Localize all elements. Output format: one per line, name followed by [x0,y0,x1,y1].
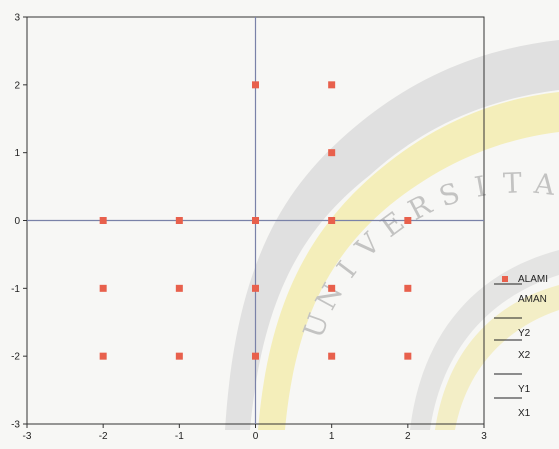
seal-letter: A [532,167,558,202]
y-tick-label: -1 [11,284,20,295]
x-tick-label: -3 [23,431,32,442]
legend-label: X1 [518,408,531,419]
legend-label: Y1 [518,384,531,395]
scatter-point [252,217,259,224]
scatter-point [404,217,412,224]
plot-area: -3 -2 -1 0 1 2 3 3 2 1 0 -1 -2 -3 [11,13,487,443]
scatter-point [328,217,336,224]
seal-letter: I [330,255,363,284]
y-tick-label: 0 [14,216,20,227]
x-tick-label: -1 [175,431,184,442]
scatter-point [328,284,336,292]
scatter-point [175,284,183,292]
scatter-point [99,352,107,360]
seal-letter: U [297,309,336,342]
scatter-point [99,217,107,224]
seal-letter: T [503,166,523,200]
seal-letter: S [435,176,464,213]
university-seal-watermark: UNIVERSITAS [225,40,559,430]
scatter-point [252,284,259,292]
scatter-point [175,217,183,224]
scatter-point [99,284,107,292]
x-tick-label: 0 [253,431,259,442]
legend-marker [502,276,508,282]
legend-label: X2 [518,350,531,361]
legend-label: ALAMI [518,274,548,285]
scatter-point [328,81,336,89]
scatter-point [328,352,336,360]
legend-label: AMAN [518,294,547,305]
y-tick-label: -3 [11,420,20,431]
x-tick-label: 3 [481,431,487,442]
legend-label: Y2 [518,328,531,339]
legend: ALAMI AMAN Y2 X2 Y1 X1 [494,274,548,419]
y-tick-label: 2 [14,80,20,91]
seal-outer-band [225,40,559,430]
x-tick-label: 1 [329,431,335,442]
scatter-point [328,149,336,157]
y-tick-label: 1 [14,148,20,159]
seal-inner-ring-yellow [435,285,559,430]
y-tick-label: 3 [14,13,20,24]
scatter-point [404,284,412,292]
scatter-point [404,352,412,360]
x-tick-label: -2 [99,431,108,442]
seal-letter: I [472,169,489,203]
seal-yellow-band [258,92,559,430]
y-tick-label: -2 [11,352,20,363]
x-tick-label: 2 [405,431,411,442]
scatter-point [252,352,259,360]
scatter-point [175,352,183,360]
scatter-point [252,81,259,89]
